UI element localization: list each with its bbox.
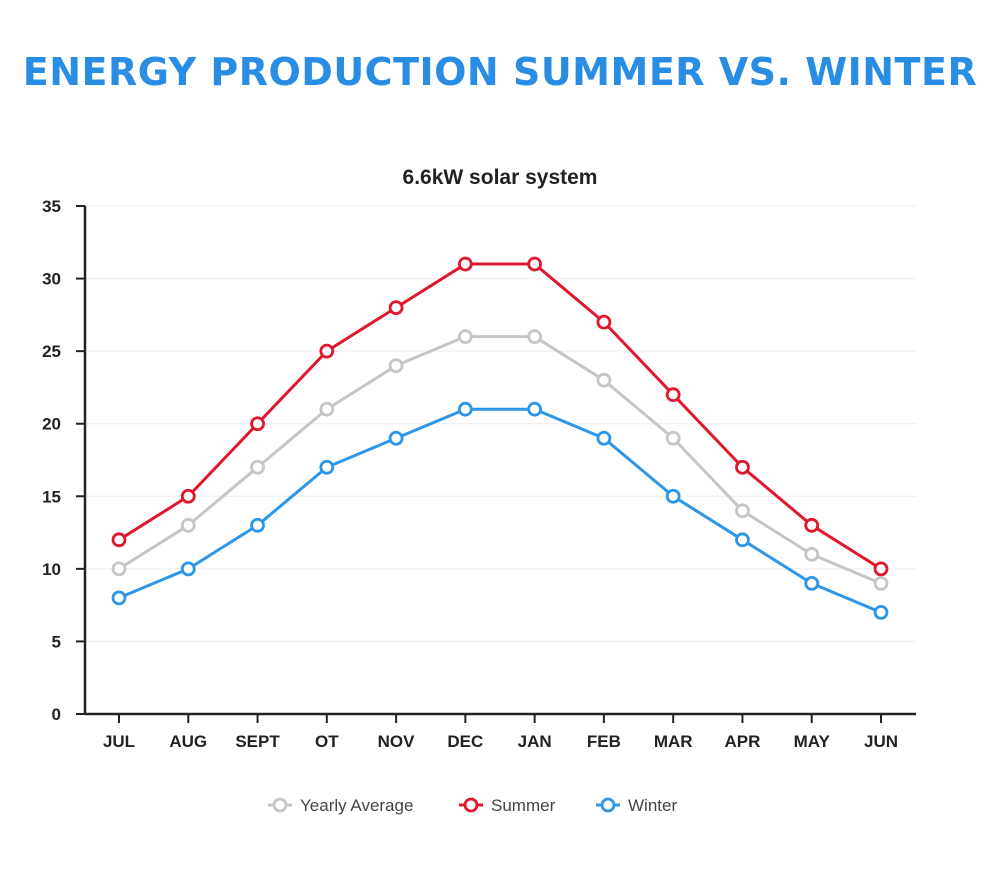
x-tick-label: FEB	[587, 732, 621, 751]
summer-point	[804, 517, 820, 533]
y-tick-label: 30	[42, 270, 61, 289]
summer-point	[457, 256, 473, 272]
winter-point	[527, 401, 543, 417]
x-tick-label: MAR	[654, 732, 693, 751]
summer-point	[111, 532, 127, 548]
legend-summer-marker	[463, 797, 479, 813]
yearly-average-point	[388, 358, 404, 374]
y-tick-label: 10	[42, 560, 61, 579]
legend-yearly-average-marker	[272, 797, 288, 813]
y-tick-label: 25	[42, 342, 61, 361]
winter-point	[180, 561, 196, 577]
winter-point	[457, 401, 473, 417]
winter-point	[596, 430, 612, 446]
yearly-average-line	[118, 335, 882, 585]
x-tick-label: JUL	[103, 732, 135, 751]
summer-point	[250, 416, 265, 432]
winter-point	[319, 459, 335, 475]
yearly-average-point	[111, 561, 127, 577]
y-tick-label: 15	[42, 487, 61, 506]
x-tick-label: JAN	[518, 732, 552, 751]
x-tick-label: NOV	[378, 732, 416, 751]
yearly-average-point	[457, 329, 473, 345]
summer-line	[118, 262, 882, 571]
winter-point	[804, 575, 820, 591]
winter-point	[111, 590, 127, 606]
yearly-average-point	[804, 546, 820, 562]
winter-point	[873, 605, 889, 620]
summer-point	[180, 488, 196, 504]
winter-point	[665, 488, 681, 504]
winter-line	[118, 407, 882, 614]
summer-point	[596, 314, 612, 330]
page-title: ENERGY PRODUCTION SUMMER VS. WINTER	[22, 50, 978, 94]
yearly-average-point	[873, 575, 889, 591]
yearly-average-point	[735, 503, 750, 519]
winter-point	[388, 430, 404, 446]
legend-winter-marker	[600, 797, 616, 813]
y-tick-label: 0	[52, 705, 61, 724]
summer-point	[527, 256, 543, 272]
x-tick-label: AUG	[169, 732, 207, 751]
winter-point	[735, 532, 750, 548]
yearly-average-point	[665, 430, 681, 446]
legend-summer-label: Summer	[491, 796, 556, 815]
legend-yearly-average-label: Yearly Average	[300, 796, 413, 815]
yearly-average-point	[180, 517, 196, 533]
yearly-average-point	[527, 329, 543, 345]
summer-point	[735, 459, 750, 475]
yearly-average-point	[319, 401, 335, 417]
summer-point	[388, 300, 404, 316]
chart-title: 6.6kW solar system	[403, 166, 598, 189]
y-tick-label: 20	[42, 415, 61, 434]
x-tick-label: OT	[315, 732, 339, 751]
x-tick-label: JUN	[864, 732, 898, 751]
summer-point	[319, 343, 335, 359]
yearly-average-point	[596, 372, 612, 388]
x-tick-label: APR	[725, 732, 761, 751]
summer-point	[873, 561, 889, 577]
yearly-average-point	[250, 459, 265, 475]
summer-point	[665, 387, 681, 403]
x-tick-label: MAY	[794, 732, 831, 751]
y-tick-label: 35	[42, 197, 61, 216]
x-tick-label: DEC	[447, 732, 483, 751]
legend-winter-label: Winter	[628, 796, 677, 815]
y-tick-label: 5	[52, 632, 61, 651]
x-tick-label: SEPT	[235, 732, 280, 751]
winter-point	[250, 517, 265, 533]
